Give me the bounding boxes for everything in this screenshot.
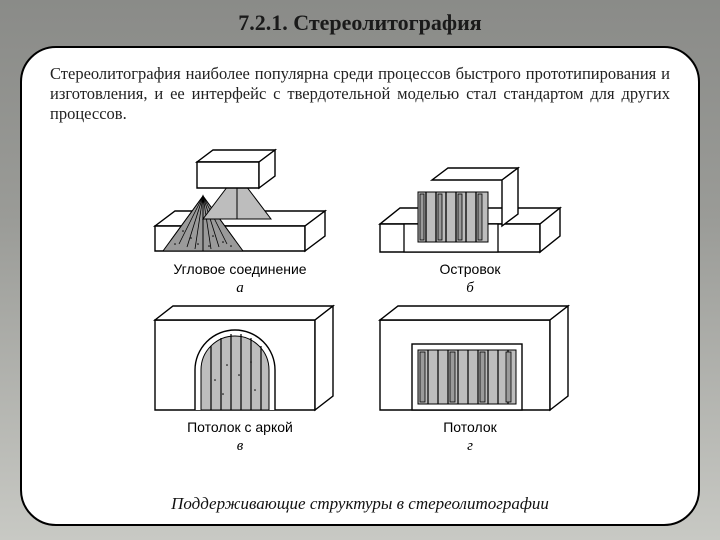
figure-caption: Поддерживающие структуры в стереолитогра…	[50, 494, 670, 514]
figure-wrap: Угловое соединение а	[50, 130, 670, 496]
page-title: 7.2.1. Стереолитография	[0, 0, 720, 36]
panel-a-letter: а	[236, 280, 244, 296]
panel-b: Островок б	[380, 168, 560, 296]
panel-c-label: Потолок с аркой	[187, 419, 293, 435]
figure-svg: Угловое соединение а	[125, 148, 595, 478]
panel-b-label: Островок	[439, 261, 501, 277]
panel-a: Угловое соединение а	[155, 150, 325, 296]
panel-c: Потолок с аркой в	[155, 306, 333, 454]
panel-c-letter: в	[237, 438, 244, 454]
panel-d-label: Потолок	[443, 419, 497, 435]
content-card: Стереолитография наиболее популярна сред…	[20, 46, 700, 526]
panel-a-label: Угловое соединение	[173, 261, 306, 277]
panel-d: Потолок г	[380, 306, 568, 454]
description-text: Стереолитография наиболее популярна сред…	[50, 64, 670, 124]
panel-d-letter: г	[467, 438, 473, 454]
panel-b-letter: б	[466, 280, 474, 296]
